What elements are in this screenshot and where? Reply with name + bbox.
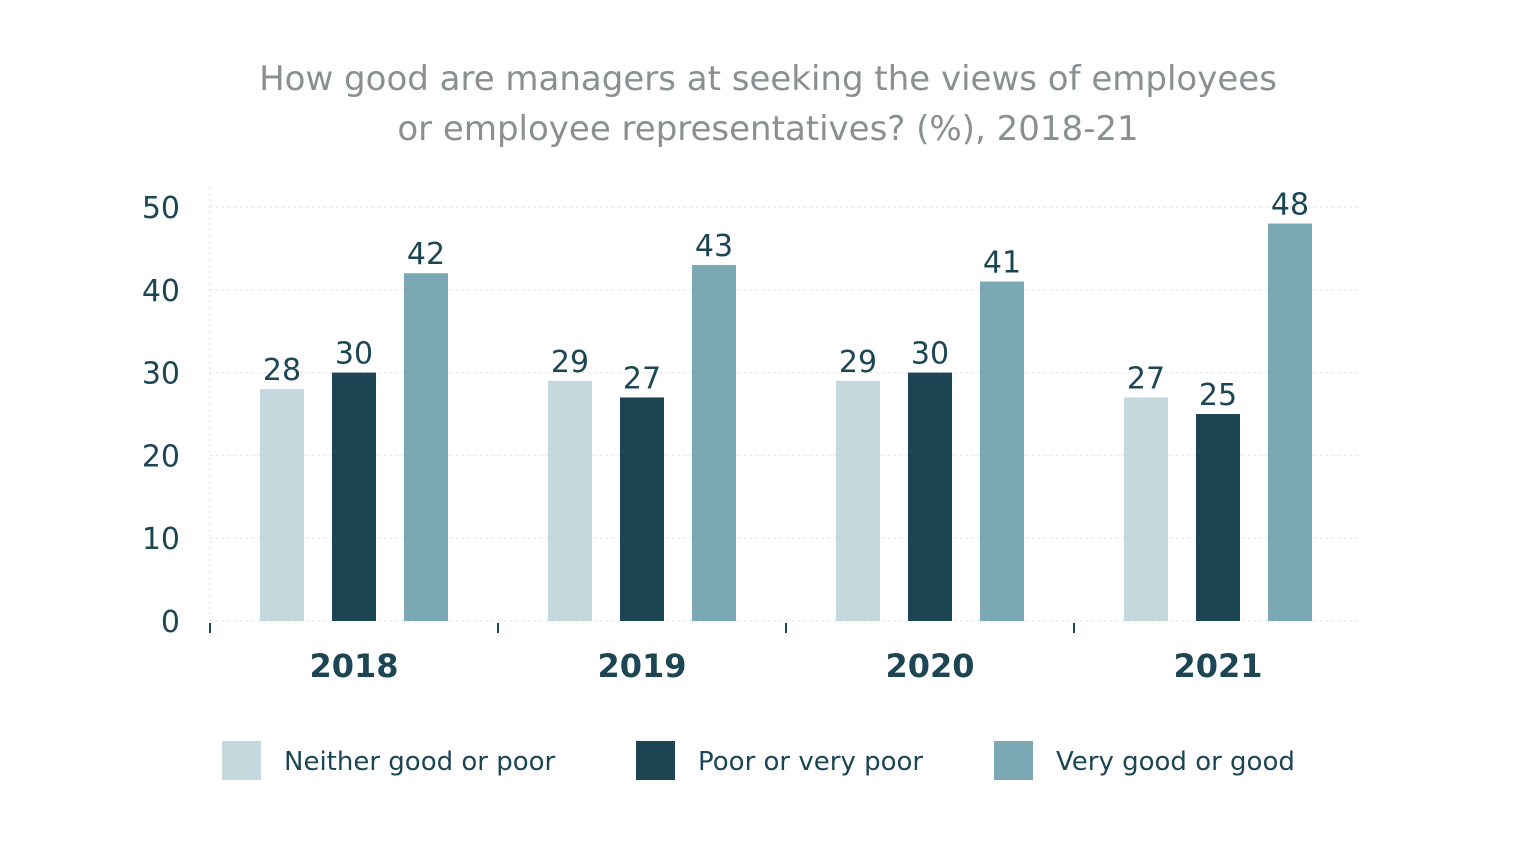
y-tick-label: 20 bbox=[142, 439, 180, 474]
x-category-label: 2020 bbox=[885, 647, 974, 685]
chart-title-line-2: or employee representatives? (%), 2018-2… bbox=[397, 109, 1138, 149]
legend-label: Poor or very poor bbox=[698, 747, 923, 777]
x-category-label: 2021 bbox=[1173, 647, 1262, 685]
y-axis: 0 10 20 30 40 50 bbox=[142, 191, 180, 640]
legend: Neither good or poor Poor or very poor Ver… bbox=[222, 741, 1295, 780]
bar-value-label: 30 bbox=[335, 337, 373, 372]
bar bbox=[620, 397, 664, 621]
bar-value-label: 48 bbox=[1271, 188, 1309, 223]
bar bbox=[836, 380, 880, 621]
bar-value-label: 27 bbox=[623, 361, 661, 396]
data-labels: 28 30 42 29 27 43 29 30 41 27 25 48 bbox=[263, 188, 1309, 413]
bar bbox=[1124, 397, 1168, 621]
bar-value-label: 41 bbox=[983, 246, 1021, 281]
x-category-label: 2019 bbox=[597, 647, 686, 685]
bar bbox=[404, 273, 448, 621]
y-tick-label: 40 bbox=[142, 274, 180, 309]
chart-title-line-1: How good are managers at seeking the vie… bbox=[259, 59, 1277, 99]
bar bbox=[1196, 414, 1240, 621]
legend-swatch bbox=[636, 741, 675, 780]
bar bbox=[332, 372, 376, 621]
bar bbox=[980, 281, 1024, 621]
bar-value-label: 43 bbox=[695, 229, 733, 264]
bar-value-label: 30 bbox=[911, 337, 949, 372]
bar bbox=[908, 372, 952, 621]
legend-label: Neither good or poor bbox=[284, 747, 556, 777]
y-tick-label: 0 bbox=[161, 605, 180, 640]
legend-swatch bbox=[222, 741, 261, 780]
legend-swatch bbox=[994, 741, 1033, 780]
y-tick-label: 30 bbox=[142, 357, 180, 392]
bar bbox=[692, 264, 736, 621]
bar bbox=[260, 389, 304, 621]
x-axis: 2018 2019 2020 2021 bbox=[209, 623, 1263, 685]
bar-value-label: 28 bbox=[263, 353, 301, 388]
bar-value-label: 25 bbox=[1199, 378, 1237, 413]
chart-title: How good are managers at seeking the vie… bbox=[259, 59, 1277, 149]
x-category-label: 2018 bbox=[309, 647, 398, 685]
gridlines bbox=[209, 187, 1362, 622]
bars bbox=[260, 223, 1312, 621]
bar-value-label: 29 bbox=[839, 345, 877, 380]
bar bbox=[548, 380, 592, 621]
y-tick-label: 10 bbox=[142, 522, 180, 557]
legend-label: Very good or good bbox=[1056, 747, 1295, 777]
bar bbox=[1268, 223, 1312, 621]
bar-value-label: 42 bbox=[407, 237, 445, 272]
bar-value-label: 29 bbox=[551, 345, 589, 380]
y-tick-label: 50 bbox=[142, 191, 180, 226]
bar-value-label: 27 bbox=[1127, 361, 1165, 396]
